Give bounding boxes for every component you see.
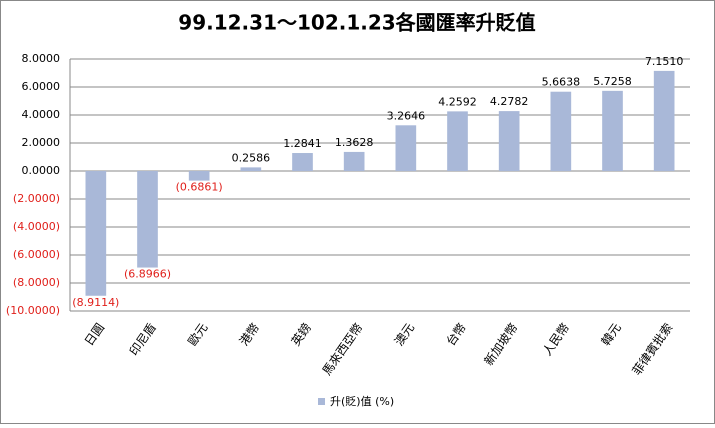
value-label: 7.1510 — [645, 55, 684, 68]
value-label: 0.2586 — [232, 151, 271, 164]
legend-swatch — [318, 398, 325, 405]
y-tick-label: 4.0000 — [22, 108, 61, 121]
y-tick-label: (10.0000) — [6, 304, 60, 317]
bar — [498, 111, 520, 171]
y-tick-label: 0.0000 — [22, 164, 61, 177]
value-label: 4.2782 — [490, 95, 529, 108]
bar — [602, 90, 623, 171]
y-tick-label: 8.0000 — [22, 52, 61, 65]
bar — [137, 171, 158, 268]
bar — [240, 167, 262, 171]
bar — [550, 91, 572, 171]
y-tick-label: 2.0000 — [22, 136, 61, 149]
chart-title: 99.12.31～102.1.23各國匯率升貶值 — [178, 11, 535, 35]
value-label: 5.7258 — [593, 75, 632, 88]
value-label: 1.2841 — [283, 137, 322, 150]
bar — [85, 171, 107, 296]
value-label: 3.2646 — [387, 109, 426, 122]
legend-label: 升(貶)值 (%) — [330, 395, 394, 408]
y-tick-label: (6.0000) — [13, 248, 60, 261]
value-label: (6.8966) — [124, 268, 171, 281]
y-tick-label: 6.0000 — [22, 80, 61, 93]
bar — [188, 171, 210, 181]
bar — [447, 111, 468, 171]
value-label: 4.2592 — [438, 95, 477, 108]
y-tick-label: (4.0000) — [13, 220, 60, 233]
bar — [653, 70, 675, 171]
bar — [343, 151, 365, 171]
y-tick-label: (2.0000) — [13, 192, 60, 205]
value-label: (8.9114) — [72, 296, 119, 309]
bar — [395, 125, 417, 171]
y-tick-label: (8.0000) — [13, 276, 60, 289]
value-label: 5.6638 — [542, 76, 581, 89]
value-label: (0.6861) — [176, 181, 223, 194]
value-label: 1.3628 — [335, 136, 374, 149]
bar — [292, 153, 313, 171]
